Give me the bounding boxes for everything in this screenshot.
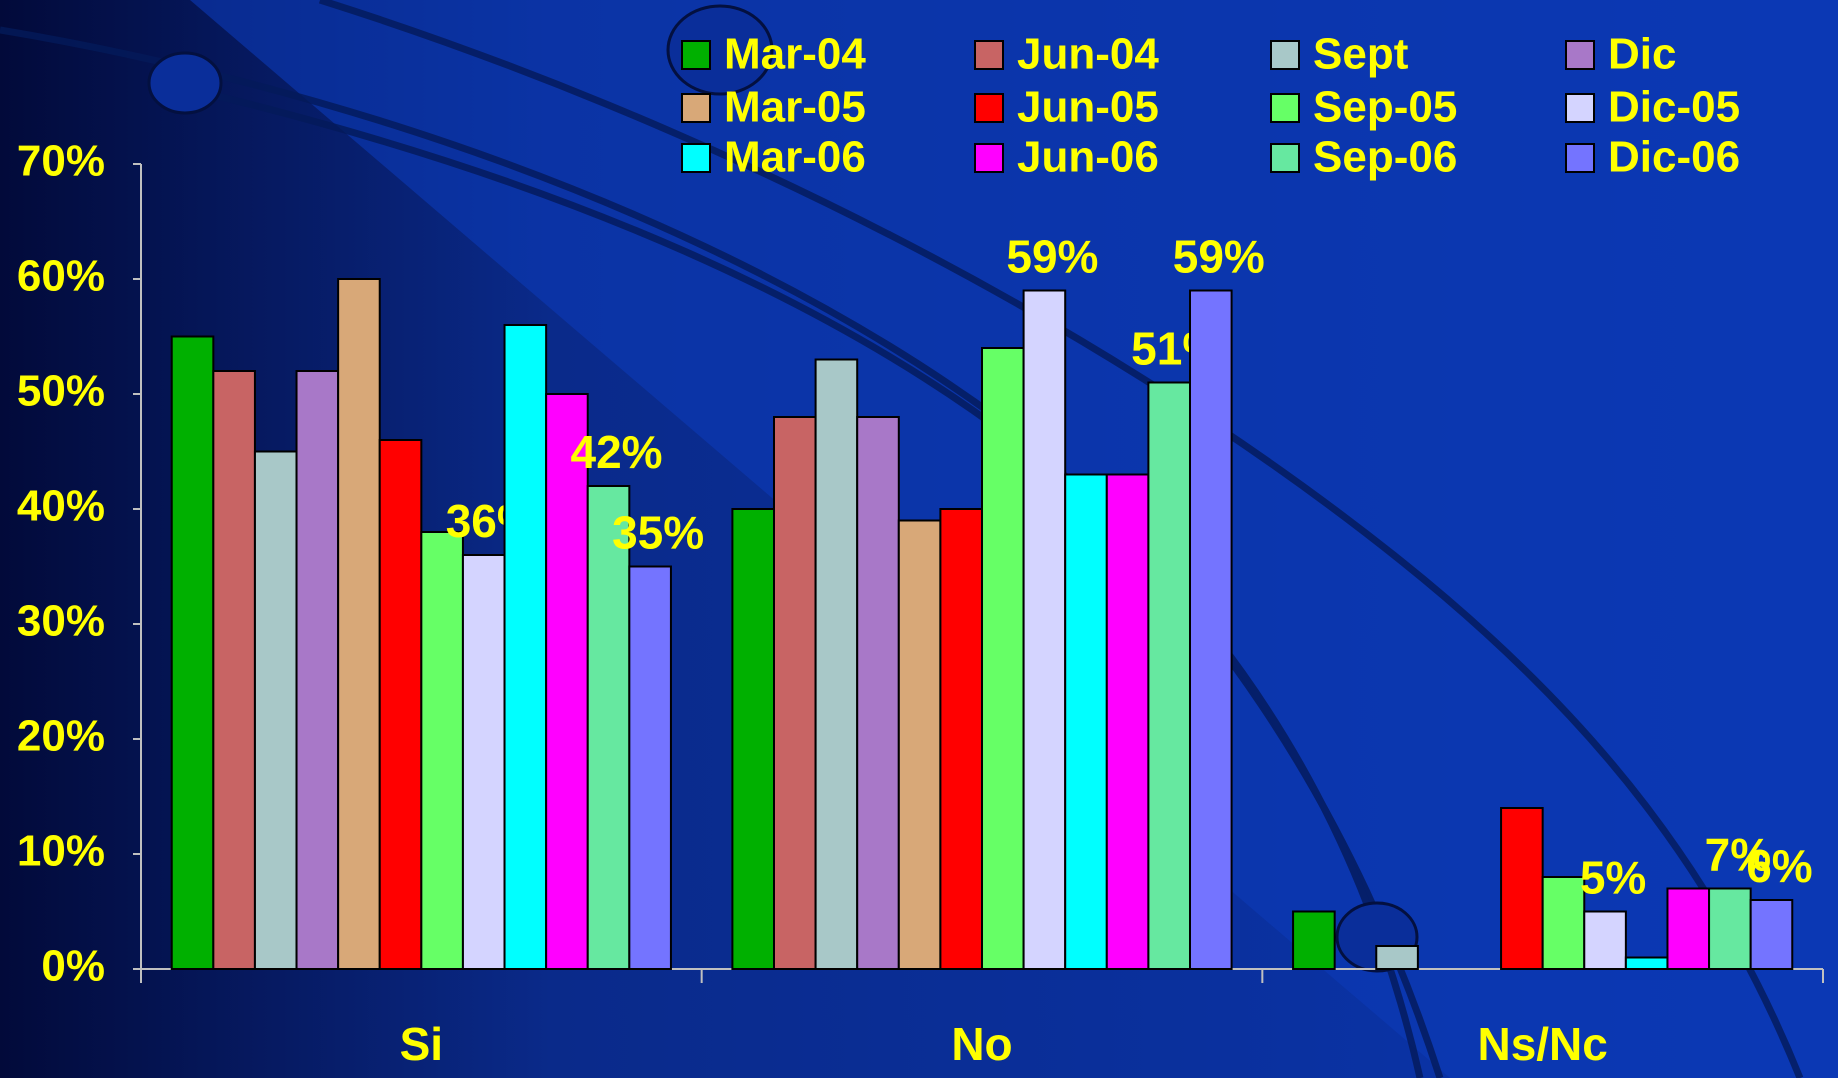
legend-label: Sep-05 bbox=[1313, 83, 1457, 132]
bar bbox=[420, 531, 464, 970]
y-tick-label: 70% bbox=[17, 137, 105, 186]
bar bbox=[378, 439, 423, 970]
bar bbox=[939, 508, 984, 970]
data-label: 7% bbox=[1705, 829, 1771, 881]
legend-label: Mar-05 bbox=[724, 83, 866, 132]
legend-label: Dic bbox=[1608, 30, 1676, 79]
bar bbox=[856, 416, 900, 970]
bar bbox=[253, 450, 298, 970]
bar bbox=[170, 335, 215, 970]
legend-swatch bbox=[681, 143, 711, 173]
bar bbox=[1500, 807, 1544, 970]
bar bbox=[1624, 956, 1669, 970]
y-tick-label: 10% bbox=[17, 827, 105, 876]
bar bbox=[814, 358, 859, 970]
bar bbox=[1541, 876, 1586, 970]
bar bbox=[337, 278, 381, 970]
data-label: 6% bbox=[1746, 840, 1812, 892]
data-label: 5% bbox=[1580, 852, 1646, 904]
legend-label: Jun-05 bbox=[1017, 83, 1159, 132]
legend-swatch bbox=[974, 40, 1004, 70]
bar bbox=[212, 370, 256, 970]
legend-swatch bbox=[1565, 93, 1595, 123]
data-label: 42% bbox=[570, 426, 662, 478]
x-tick-label: No bbox=[951, 1018, 1012, 1070]
bar bbox=[1064, 473, 1108, 970]
legend-swatch bbox=[1270, 40, 1300, 70]
legend-label: Jun-04 bbox=[1017, 30, 1159, 79]
bar bbox=[1292, 910, 1336, 970]
bar bbox=[1666, 887, 1711, 970]
legend-swatch bbox=[1565, 143, 1595, 173]
y-tick-label: 40% bbox=[17, 482, 105, 531]
x-tick-label: Si bbox=[400, 1018, 443, 1070]
legend-label: Sept bbox=[1313, 30, 1409, 79]
data-label: 59% bbox=[1173, 231, 1265, 283]
bar bbox=[897, 519, 942, 970]
legend-label: Jun-06 bbox=[1017, 133, 1159, 182]
x-tick-label: Ns/Nc bbox=[1477, 1018, 1607, 1070]
y-tick-label: 0% bbox=[41, 942, 105, 991]
bar bbox=[1147, 381, 1192, 970]
legend-swatch bbox=[681, 93, 711, 123]
legend-label: Mar-04 bbox=[724, 30, 866, 79]
bar bbox=[1583, 910, 1627, 970]
y-tick-label: 20% bbox=[17, 712, 105, 761]
legend-swatch bbox=[974, 93, 1004, 123]
data-label: 59% bbox=[1006, 231, 1098, 283]
legend-swatch bbox=[974, 143, 1004, 173]
y-tick-label: 60% bbox=[17, 252, 105, 301]
bar bbox=[1105, 473, 1150, 970]
bar bbox=[545, 393, 589, 970]
legend-label: Dic-06 bbox=[1608, 133, 1740, 182]
legend-swatch bbox=[1270, 143, 1300, 173]
bar bbox=[1189, 289, 1233, 970]
bar bbox=[461, 554, 506, 970]
bar bbox=[731, 508, 776, 970]
bar bbox=[628, 565, 672, 970]
bar bbox=[1022, 289, 1067, 970]
bar bbox=[981, 347, 1025, 970]
bar bbox=[1375, 945, 1419, 970]
bar bbox=[1749, 899, 1794, 970]
bar bbox=[503, 324, 548, 970]
y-tick-label: 30% bbox=[17, 597, 105, 646]
data-label: 35% bbox=[612, 507, 704, 559]
bar bbox=[1708, 887, 1752, 970]
y-tick-label: 50% bbox=[17, 367, 105, 416]
legend-label: Sep-06 bbox=[1313, 133, 1457, 182]
bar bbox=[586, 485, 631, 970]
legend-label: Dic-05 bbox=[1608, 83, 1740, 132]
legend-label: Mar-06 bbox=[724, 133, 866, 182]
legend-swatch bbox=[1565, 40, 1595, 70]
decor-ball bbox=[147, 51, 223, 115]
legend-swatch bbox=[1270, 93, 1300, 123]
bar bbox=[295, 370, 340, 970]
bar bbox=[773, 416, 817, 970]
legend-swatch bbox=[681, 40, 711, 70]
decor-ball bbox=[666, 4, 774, 96]
